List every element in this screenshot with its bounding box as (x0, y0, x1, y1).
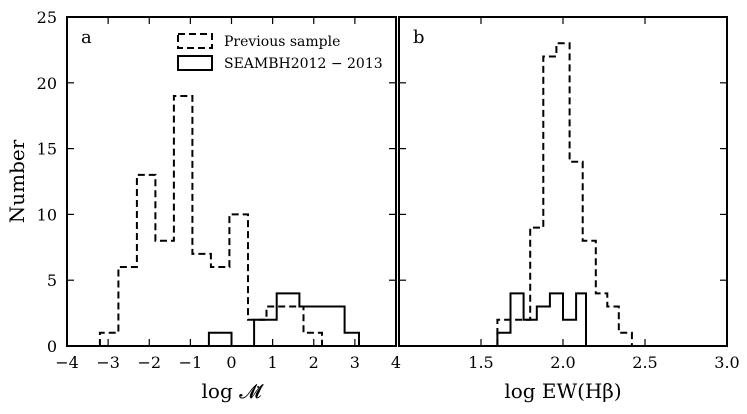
x-tick-label: −4 (55, 353, 79, 372)
panel-a: −4 −3 −2 −1 0 1 2 3 4 0 5 10 15 20 25 a log 𝓜̇ Number Prev… (5, 8, 401, 403)
histogram-series-previous-sample (98, 95, 323, 346)
histogram-series-seambh (496, 292, 587, 346)
legend-swatch-seambh (177, 55, 213, 71)
x-tick-label: 3.0 (714, 353, 739, 372)
x-tick-label: 0 (226, 353, 236, 372)
panel-label: b (413, 27, 425, 48)
panel-b: 1.5 2.0 2.5 3.0 b log EW(Hβ) (398, 16, 740, 403)
legend-label: SEAMBH2012 − 2013 (224, 56, 383, 72)
y-tick-label: 20 (37, 74, 57, 93)
legend-swatch-previous-sample (177, 33, 213, 49)
legend-label: Previous sample (224, 34, 340, 50)
y-tick-label: 0 (47, 337, 57, 356)
x-tick-label: 2.5 (632, 353, 657, 372)
histogram-series-seambh (207, 292, 360, 347)
y-tick-label: 5 (47, 271, 57, 290)
y-tick-label: 10 (37, 205, 57, 224)
x-tick-label: 4 (391, 353, 401, 372)
x-tick-label: 1.5 (468, 353, 493, 372)
x-tick-label: −3 (96, 353, 120, 372)
x-axis-title: log 𝓜̇ (202, 379, 265, 403)
y-tick-label: 25 (37, 8, 57, 27)
x-tick-label: 2.0 (550, 353, 575, 372)
y-axis-title: Number (5, 139, 29, 223)
x-tick-label: −2 (137, 353, 161, 372)
x-tick-label: −1 (179, 353, 203, 372)
y-tick-label: 15 (37, 140, 57, 159)
x-axis-title: log EW(Hβ) (504, 379, 621, 403)
x-tick-label: 2 (309, 353, 319, 372)
legend: Previous sample SEAMBH2012 − 2013 (177, 33, 383, 72)
x-tick-label: 1 (268, 353, 278, 372)
panel-label: a (81, 27, 92, 48)
histogram-series-previous-sample (496, 42, 659, 347)
x-tick-label: 3 (350, 353, 360, 372)
